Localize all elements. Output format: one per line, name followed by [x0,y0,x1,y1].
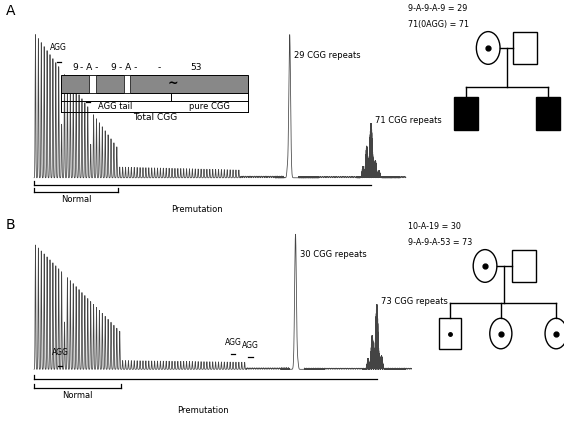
Bar [89,75,96,92]
Text: 9-A-9-A-53 = 73: 9-A-9-A-53 = 73 [408,238,472,247]
Text: pure CGG: pure CGG [189,102,230,111]
Text: - A -: - A - [119,63,137,72]
Text: Normal: Normal [63,391,93,400]
Bar [61,75,248,92]
Text: 9: 9 [73,63,78,72]
Bar [439,318,461,349]
Text: 9-A-9-A-9 = 29: 9-A-9-A-9 = 29 [408,4,467,14]
Text: AGG: AGG [242,341,259,351]
Text: AGG: AGG [50,43,67,52]
Bar [454,97,478,129]
Text: 29 CGG repeats: 29 CGG repeats [294,51,360,61]
Text: 53: 53 [191,63,202,72]
Text: ~: ~ [168,77,178,90]
Text: 73 CGG repeats: 73 CGG repeats [381,297,448,306]
Text: 71(0AGG) = 71: 71(0AGG) = 71 [408,20,469,29]
Text: A: A [6,4,15,18]
Text: Normal: Normal [61,195,91,204]
Text: AGG tail: AGG tail [98,102,132,111]
Text: -: - [157,63,161,72]
Text: AGG: AGG [52,348,69,357]
Bar [536,97,560,129]
Bar [512,249,536,283]
Text: AGG: AGG [80,83,96,92]
Bar [124,75,130,92]
Text: 30 CGG repeats: 30 CGG repeats [300,249,367,259]
Text: 9: 9 [110,63,116,72]
Text: - A -: - A - [80,63,99,72]
Bar [513,31,537,64]
Text: 10-A-19 = 30: 10-A-19 = 30 [408,222,461,232]
Text: 71 CGG repeats: 71 CGG repeats [376,116,442,125]
Text: Premutation: Premutation [177,406,228,415]
Text: Total CGG: Total CGG [133,113,177,122]
Text: B: B [6,218,15,232]
Text: AGG: AGG [224,338,241,347]
Text: Premutation: Premutation [171,205,223,214]
